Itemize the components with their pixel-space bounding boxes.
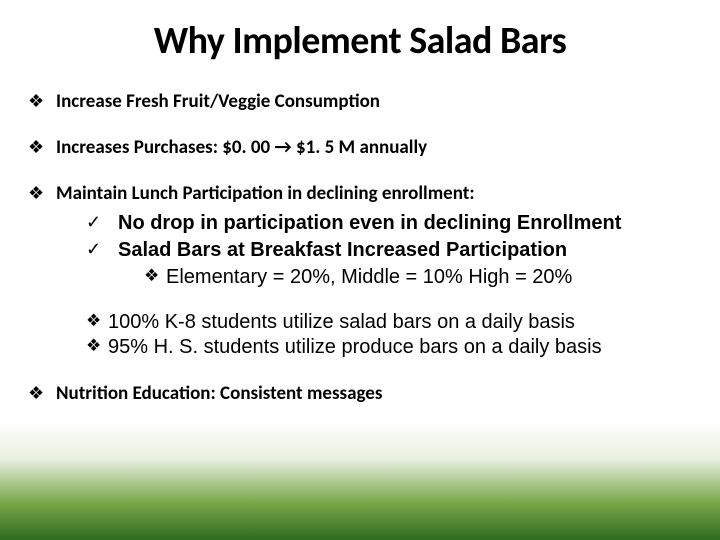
page-title: Why Implement Salad Bars [28,18,692,64]
stat-sublist: 100% K-8 students utilize salad bars on … [56,310,692,360]
bullet-nutrition-ed: Nutrition Education: Consistent messages [28,382,692,406]
purchases-suffix: $1. 5 M annually [292,136,427,159]
arrow-icon: → [274,136,291,160]
percent-breakdown: Elementary = 20%, Middle = 10% High = 20… [144,265,692,290]
stat-k8: 100% K-8 students utilize salad bars on … [86,310,692,335]
check-sublist: No drop in participation even in declini… [56,211,692,290]
main-bullet-list: Increase Fresh Fruit/Veggie Consumption … [28,90,692,406]
percent-sublist: Elementary = 20%, Middle = 10% High = 20… [118,265,692,290]
purchases-prefix: Increases Purchases: $0. 00 [56,136,274,159]
stat-hs: 95% H. S. students utilize produce bars … [86,335,692,360]
bullet-participation: Maintain Lunch Participation in declinin… [28,182,692,361]
bullet-fresh-fruit: Increase Fresh Fruit/Veggie Consumption [28,90,692,114]
check-breakfast-text: Salad Bars at Breakfast Increased Partic… [118,239,567,261]
check-no-drop: No drop in participation even in declini… [86,211,692,236]
participation-text: Maintain Lunch Participation in declinin… [56,182,475,205]
check-breakfast: Salad Bars at Breakfast Increased Partic… [86,238,692,290]
bullet-purchases: Increases Purchases: $0. 00 → $1. 5 M an… [28,136,692,160]
